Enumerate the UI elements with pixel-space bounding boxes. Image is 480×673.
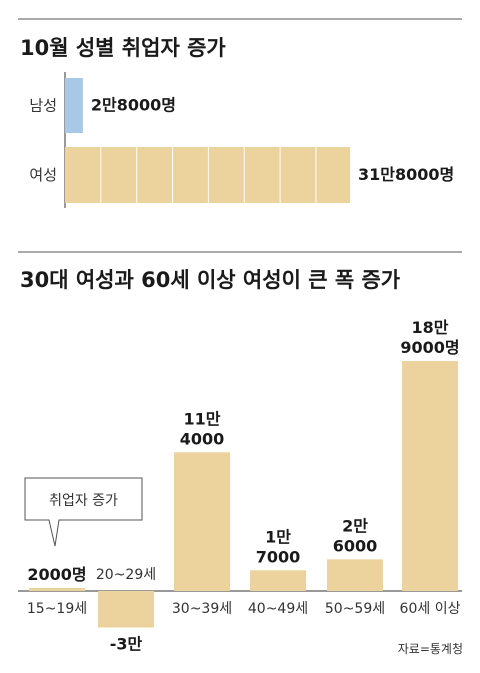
chart2-value-label: 11만: [184, 409, 221, 428]
chart1-category-label: 남성: [29, 97, 57, 115]
chart2-bar: [402, 361, 458, 591]
chart2-value-label: 2만: [342, 516, 368, 535]
chart2-tick-label: 60세 이상: [400, 601, 461, 617]
chart2-value-label: 1만: [265, 527, 291, 546]
chart1-bar: [65, 147, 350, 203]
source-note: 자료=통계청: [398, 642, 463, 656]
callout-label: 취업자 증가: [49, 493, 118, 509]
chart2-value-label: 2000명: [27, 565, 86, 584]
chart2-bar: [174, 452, 230, 591]
chart2-tick-label: 40~49세: [248, 601, 308, 617]
chart2-value-label: 4000: [180, 429, 225, 448]
chart1-value-label: 31만8000명: [358, 165, 454, 184]
chart2-tick-label: 15~19세: [27, 601, 87, 617]
chart2-bar: [327, 559, 383, 591]
chart2-bar: [250, 570, 306, 591]
callout-bubble: [24, 477, 143, 547]
chart1-bar: [65, 78, 83, 133]
chart2-tick-label: 50~59세: [325, 601, 385, 617]
chart2-value-label: 9000명: [400, 338, 459, 357]
chart2-value-label: 6000: [333, 536, 378, 555]
chart2-tick-label: 20~29세: [96, 567, 156, 583]
chart1-category-label: 여성: [29, 166, 57, 184]
chart2-value-label: 18만: [412, 318, 449, 337]
chart2-value-label: 7000: [256, 547, 301, 566]
chart2-bar: [98, 591, 154, 628]
chart2-value-label: -3만: [110, 635, 143, 654]
chart1-value-label: 2만8000명: [91, 96, 176, 115]
chart2-bar: [29, 588, 85, 591]
chart2-title: 30대 여성과 60세 이상 여성이 큰 폭 증가: [20, 268, 401, 292]
chart1-title: 10월 성별 취업자 증가: [20, 36, 226, 60]
chart2-tick-label: 30~39세: [172, 601, 232, 617]
